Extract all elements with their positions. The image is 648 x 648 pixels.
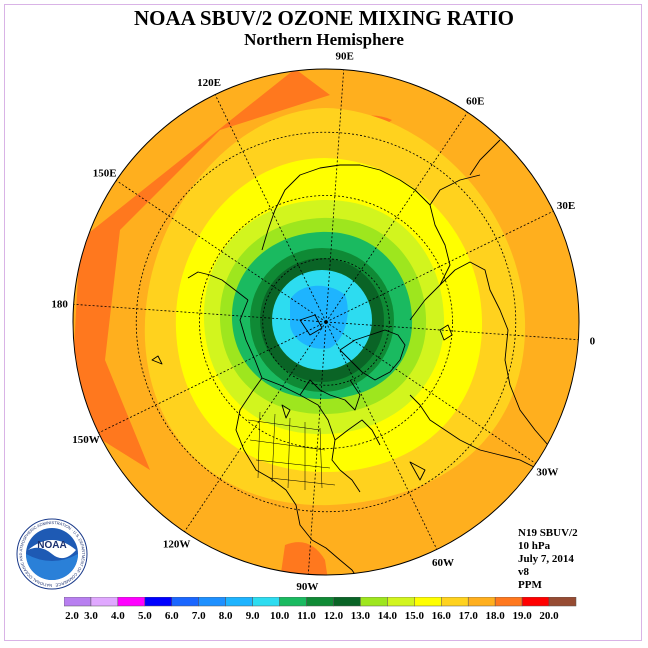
colorbar-swatch — [252, 597, 280, 607]
colorbar-label: 2.0 — [65, 610, 79, 622]
colorbar-label: 8.0 — [219, 610, 233, 622]
info-version: v8 — [518, 566, 529, 578]
colorbar-label: 4.0 — [111, 610, 125, 622]
colorbar-label: 10.0 — [270, 610, 290, 622]
colorbar-label: 18.0 — [486, 610, 506, 622]
colorbar-label: 6.0 — [165, 610, 179, 622]
latitude-circle — [262, 258, 390, 386]
info-units: PPM — [518, 579, 542, 591]
colorbar-swatch — [333, 597, 361, 607]
colorbar-label: 15.0 — [405, 610, 425, 622]
colorbar-swatch — [144, 597, 173, 607]
colorbar-swatch — [360, 597, 388, 607]
colorbar: 2.0 3.0 4.0 5.0 6.0 7.0 8.0 9.0 10.0 11.0 12.0 13.0… — [64, 597, 577, 622]
longitude-label: 150W — [72, 434, 100, 446]
longitude-label: 0 — [590, 336, 596, 348]
longitude-label: 60E — [466, 96, 484, 108]
colorbar-label: 17.0 — [459, 610, 479, 622]
colorbar-label: 14.0 — [378, 610, 398, 622]
longitude-label: 180 — [51, 298, 68, 310]
map-subtitle: Northern Hemisphere — [244, 30, 404, 49]
contour-18-bottom — [280, 542, 328, 575]
longitude-label: 120E — [197, 77, 221, 89]
colorbar-label: 5.0 — [138, 610, 152, 622]
colorbar-label: 11.0 — [297, 610, 316, 622]
longitude-label: 30W — [536, 466, 558, 478]
colorbar-swatch — [521, 597, 550, 607]
colorbar-label: 7.0 — [192, 610, 206, 622]
colorbar-swatch — [414, 597, 442, 607]
colorbar-swatch — [467, 597, 496, 607]
colorbar-label: 9.0 — [246, 610, 260, 622]
map-title: NOAA SBUV/2 OZONE MIXING RATIO — [134, 6, 514, 30]
coastlines — [151, 139, 549, 575]
colorbar-label: 20.0 — [539, 610, 559, 622]
colorbar-swatch — [64, 597, 92, 607]
colorbar-swatch — [387, 597, 415, 607]
us-states — [247, 411, 336, 490]
longitude-label: 60W — [432, 557, 454, 569]
longitude-label: 120W — [163, 538, 191, 550]
colorbar-swatch — [494, 597, 523, 607]
colorbar-swatch — [306, 597, 334, 607]
latitude-circle — [199, 195, 453, 449]
colorbar-swatch — [198, 597, 226, 607]
colorbar-label: 12.0 — [324, 610, 344, 622]
longitude-label: 150E — [93, 168, 117, 180]
colorbar-swatch — [171, 597, 199, 607]
info-satellite: N19 SBUV/2 — [518, 527, 578, 539]
plot-frame — [4, 4, 642, 641]
map-boundary — [72, 68, 580, 576]
graticule — [73, 69, 579, 575]
longitude-labels: 90E 60E 30E 0 30W 60W 90W 120W 150W 180 150E 120E — [51, 51, 595, 593]
colorbar-swatch — [117, 597, 146, 607]
colorbar-swatch — [279, 597, 307, 607]
latitude-circle — [135, 131, 517, 513]
colorbar-swatch — [548, 597, 577, 607]
logo-text: NOAA — [37, 540, 66, 551]
colorbar-label: 3.0 — [84, 610, 98, 622]
info-date: July 7, 2014 — [518, 553, 574, 565]
colorbar-swatch — [441, 597, 469, 607]
colorbar-swatch — [225, 597, 253, 607]
colorbar-label: 13.0 — [351, 610, 371, 622]
colorbar-label: 19.0 — [512, 610, 532, 622]
colorbar-swatch — [90, 597, 119, 607]
noaa-logo: NOAA NATIONAL OCEANIC AND ATMOSPHERIC AD… — [16, 518, 88, 590]
info-level: 10 hPa — [518, 540, 551, 552]
longitude-label: 90E — [336, 51, 354, 63]
info-block: N19 SBUV/2 10 hPa July 7, 2014 v8 PPM — [518, 527, 578, 592]
longitude-label: 30E — [557, 200, 575, 212]
longitude-label: 90W — [296, 581, 318, 593]
colorbar-label: 16.0 — [432, 610, 452, 622]
